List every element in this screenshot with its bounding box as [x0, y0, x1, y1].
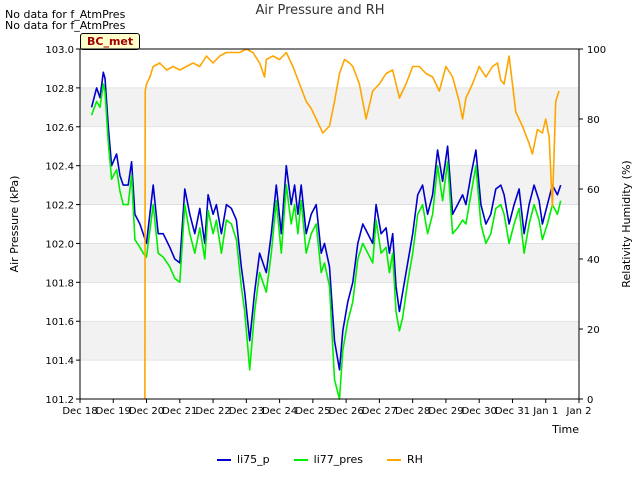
y2-tick-label: 100 [587, 45, 606, 56]
legend: li75_p li77_pres RH [0, 453, 640, 466]
legend-label-li75: li75_p [237, 453, 270, 466]
legend-item-rh: RH [387, 453, 423, 466]
legend-swatch-li77 [293, 458, 308, 461]
legend-swatch-li75 [217, 458, 232, 461]
x-tick-label: Dec 29 [428, 406, 463, 417]
x-tick-label: Dec 28 [395, 406, 430, 417]
y-tick-label: 101.4 [45, 356, 74, 367]
no-data-note-2: No data for f_AtmPres [5, 19, 126, 32]
y-axis-label: Air Pressure (kPa) [8, 176, 21, 273]
series-line-rh [144, 48, 560, 400]
x-tick-label: Dec 20 [129, 406, 164, 417]
background-band [80, 87, 579, 127]
series-line-li75-p [90, 71, 562, 371]
x-tick-label: Jan 2 [566, 406, 592, 417]
x-tick-label: Dec 23 [229, 406, 264, 417]
plot-frame [79, 48, 580, 400]
legend-item-li75: li75_p [217, 453, 270, 466]
series-line-li77-pres [90, 83, 562, 400]
background-band [80, 165, 579, 205]
background-bands [80, 87, 579, 361]
y2-tick-label: 20 [587, 325, 600, 336]
y2-tick-label: 0 [587, 395, 593, 406]
legend-label-li77: li77_pres [313, 453, 364, 466]
y-tick-label: 102.8 [45, 84, 74, 95]
site-badge: BC_met [80, 33, 141, 50]
x-tick-label: Dec 19 [96, 406, 131, 417]
y2-axis-label: Relativity Humidity (%) [620, 160, 633, 287]
axes: 101.2 101.4 101.6 101.8 102.0 102.2 102.4 102.6… [45, 45, 606, 417]
background-band [80, 321, 579, 361]
x-axis-label: Time [551, 423, 579, 436]
x-tick-label: Dec 26 [329, 406, 364, 417]
y-tick-label: 103.0 [45, 45, 74, 56]
y-tick-label: 102.0 [45, 239, 74, 250]
x-tick-label: Dec 21 [162, 406, 197, 417]
x-tick-label: Jan 1 [532, 406, 558, 417]
y2-tick-label: 40 [587, 255, 600, 266]
x-tick-label: Dec 31 [495, 406, 530, 417]
x-tick-label: Dec 22 [195, 406, 230, 417]
x-tick-label: Dec 27 [362, 406, 397, 417]
legend-item-li77: li77_pres [293, 453, 364, 466]
y-tick-label: 102.4 [45, 162, 74, 173]
legend-swatch-rh [387, 458, 402, 461]
x-tick-label: Dec 18 [62, 406, 97, 417]
series-layer [90, 48, 562, 400]
no-data-note-1: No data for f_AtmPres [5, 8, 126, 21]
y-tick-label: 101.2 [45, 395, 74, 406]
x-tick-label: Dec 24 [262, 406, 297, 417]
y-tick-label: 102.2 [45, 201, 74, 212]
x-tick-label: Dec 25 [295, 406, 330, 417]
chart-title: Air Pressure and RH [255, 3, 385, 18]
y-tick-label: 102.6 [45, 123, 74, 134]
legend-label-rh: RH [407, 453, 423, 466]
y2-tick-label: 80 [587, 115, 600, 126]
y-tick-label: 101.8 [45, 278, 74, 289]
y2-tick-label: 60 [587, 185, 600, 196]
y-tick-label: 101.6 [45, 317, 74, 328]
x-tick-label: Dec 30 [462, 406, 497, 417]
